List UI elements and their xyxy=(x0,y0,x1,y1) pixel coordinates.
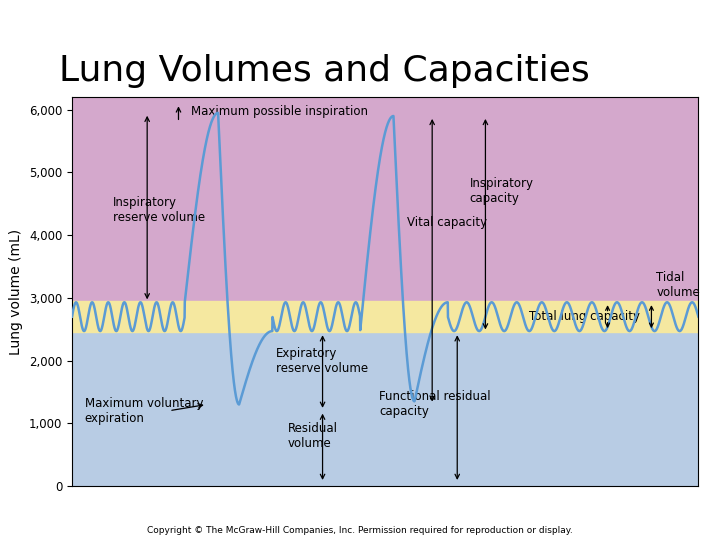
Text: Copyright © The McGraw-Hill Companies, Inc. Permission required for reproduction: Copyright © The McGraw-Hill Companies, I… xyxy=(147,525,573,535)
Bar xyxy=(72,332,698,486)
Y-axis label: Lung volume (mL): Lung volume (mL) xyxy=(9,228,23,355)
Text: Inspiratory
reserve volume: Inspiratory reserve volume xyxy=(113,196,205,224)
Text: Total lung capacity: Total lung capacity xyxy=(529,310,640,323)
Text: Tidal
volume: Tidal volume xyxy=(657,271,700,299)
Text: Maximum possible inspiration: Maximum possible inspiration xyxy=(191,105,368,118)
Bar xyxy=(72,97,698,301)
Bar xyxy=(72,301,698,332)
Text: Functional residual
capacity: Functional residual capacity xyxy=(379,390,490,418)
Text: Residual
volume: Residual volume xyxy=(288,422,338,450)
Text: Maximum voluntary
expiration: Maximum voluntary expiration xyxy=(84,397,203,425)
Text: Inspiratory
capacity: Inspiratory capacity xyxy=(469,177,534,205)
Text: Vital capacity: Vital capacity xyxy=(407,216,487,229)
Text: Lung Volumes and Capacities: Lung Volumes and Capacities xyxy=(60,53,590,87)
Text: Expiratory
reserve volume: Expiratory reserve volume xyxy=(276,347,368,375)
